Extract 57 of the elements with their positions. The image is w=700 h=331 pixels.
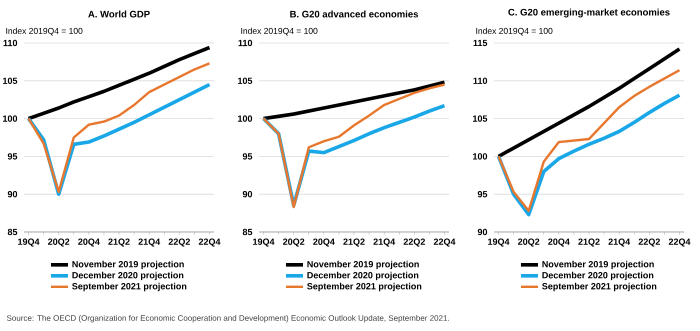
- x-tick-label: 21Q2: [578, 238, 600, 247]
- x-tick-label: 20Q4: [313, 238, 335, 247]
- x-tick-label: 19Q4: [18, 238, 40, 247]
- legend-label: December 2020 projection: [542, 272, 654, 280]
- y-tick-label: 95: [478, 191, 488, 198]
- x-tick-label: 20Q4: [548, 238, 570, 247]
- y-tick-label: 100: [238, 115, 252, 122]
- legend-label: December 2020 projection: [307, 272, 418, 280]
- y-tick-label: 100: [3, 115, 18, 122]
- y-tick-label: 105: [473, 115, 488, 122]
- line-series: [262, 83, 446, 208]
- legend-label: November 2019 projection: [307, 260, 419, 270]
- y-tick-label: 90: [8, 191, 18, 198]
- x-tick-label: 19Q4: [488, 238, 510, 247]
- y-tick-label: 95: [242, 153, 252, 160]
- chart-title: A. World GDP: [88, 10, 150, 18]
- y-tick-label: 110: [474, 78, 488, 84]
- chart-title: C. G20 emerging-market economies: [508, 8, 670, 18]
- y-tick-label: 90: [478, 228, 488, 236]
- x-tick-label: 20Q2: [48, 238, 70, 247]
- y-tick-label: 95: [8, 153, 18, 160]
- x-tick-label: 21Q4: [373, 238, 396, 247]
- y-tick-label: 85: [8, 228, 18, 236]
- legend-label: September 2021 projection: [307, 282, 422, 292]
- y-tick-label: 115: [474, 40, 488, 46]
- x-tick-label: 22Q4: [434, 238, 456, 247]
- x-tick-label: 22Q4: [668, 238, 690, 247]
- x-tick-label: 20Q4: [78, 238, 100, 247]
- line-series: [26, 46, 212, 120]
- chart-title: B. G20 advanced economies: [290, 10, 418, 18]
- y-tick-label: 110: [238, 40, 252, 46]
- legend-label: December 2020 projection: [72, 272, 184, 280]
- x-tick-label: 21Q4: [138, 238, 160, 247]
- x-tick-label: 22Q2: [404, 238, 425, 247]
- y-axis-title: Index 2019Q4 = 100: [476, 28, 552, 36]
- legend-label: September 2021 projection: [542, 282, 656, 292]
- legend-label: November 2019 projection: [72, 260, 184, 270]
- x-tick-label: 20Q2: [518, 238, 540, 247]
- y-tick-label: 85: [242, 228, 252, 236]
- x-tick-label: 22Q4: [198, 238, 220, 247]
- y-tick-label: 90: [242, 191, 252, 198]
- x-tick-label: 21Q4: [608, 238, 630, 247]
- legend-label: September 2021 projection: [72, 282, 186, 292]
- y-tick-label: 105: [238, 78, 252, 84]
- x-tick-label: 22Q2: [168, 238, 190, 247]
- y-tick-label: 100: [473, 153, 488, 160]
- y-tick-label: 110: [4, 40, 18, 46]
- y-tick-label: 105: [3, 78, 18, 84]
- y-axis-title: Index 2019Q4 = 100: [6, 28, 82, 36]
- legend-label: November 2019 projection: [542, 260, 654, 270]
- x-tick-label: 20Q2: [282, 238, 304, 247]
- x-tick-label: 22Q2: [638, 238, 660, 247]
- source-note: Source: The OECD (Organization for Economic Cooperation and Development) Economic Outlook Update, September 2021.: [6, 314, 449, 322]
- x-tick-label: 21Q2: [108, 238, 130, 247]
- y-axis-title: Index 2019Q4 = 100: [241, 28, 318, 36]
- x-tick-label: 21Q2: [343, 238, 365, 247]
- x-tick-label: 19Q4: [253, 238, 274, 247]
